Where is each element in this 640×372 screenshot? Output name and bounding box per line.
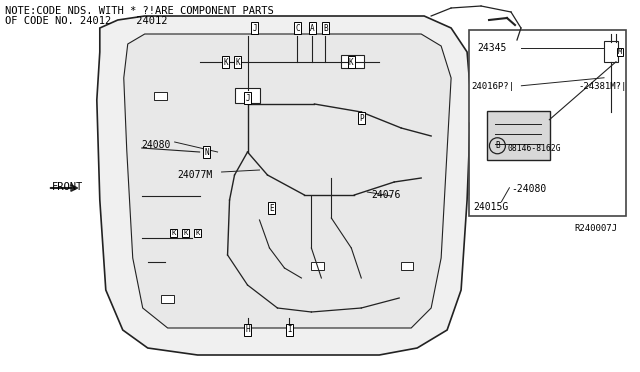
Text: K: K [236,58,240,67]
Text: K: K [172,230,176,236]
Text: 24015G: 24015G [474,202,509,212]
Text: N: N [204,148,209,157]
FancyBboxPatch shape [235,87,260,103]
FancyBboxPatch shape [311,262,324,270]
FancyBboxPatch shape [161,295,174,303]
Text: -24080: -24080 [511,184,547,194]
Text: R240007J: R240007J [574,224,617,233]
FancyBboxPatch shape [154,92,167,100]
Text: H: H [245,326,250,334]
Polygon shape [124,34,451,328]
Text: J: J [252,23,257,32]
Text: K: K [223,58,228,67]
FancyBboxPatch shape [604,41,618,62]
Text: 24077M: 24077M [178,170,213,180]
Text: I: I [287,326,292,334]
Text: K: K [195,230,200,236]
Text: K: K [349,58,354,67]
FancyBboxPatch shape [341,55,364,67]
FancyBboxPatch shape [487,111,550,160]
Bar [470,30,626,216]
Text: 24080: 24080 [141,140,171,150]
Text: J: J [245,93,250,103]
Text: C: C [295,23,300,32]
Text: B: B [495,141,500,150]
Polygon shape [97,16,471,355]
Text: 24076: 24076 [371,190,401,200]
Text: -24381M?|: -24381M?| [578,82,627,91]
Text: 08146-8162G: 08146-8162G [508,144,561,153]
Text: P: P [359,113,364,122]
Text: 24016P?|: 24016P?| [472,82,515,91]
Text: NOTE:CODE NDS. WITH * ?!ARE COMPONENT PARTS: NOTE:CODE NDS. WITH * ?!ARE COMPONENT PA… [5,6,274,16]
Text: B: B [323,23,328,32]
Text: FRONT: FRONT [52,182,83,192]
Text: M: M [618,49,622,55]
Text: OF CODE NO. 24012    24012: OF CODE NO. 24012 24012 [5,16,168,26]
Text: 24345: 24345 [477,43,507,53]
Text: A: A [310,23,315,32]
FancyBboxPatch shape [401,262,413,270]
Text: K: K [184,230,188,236]
Text: E: E [269,203,274,212]
